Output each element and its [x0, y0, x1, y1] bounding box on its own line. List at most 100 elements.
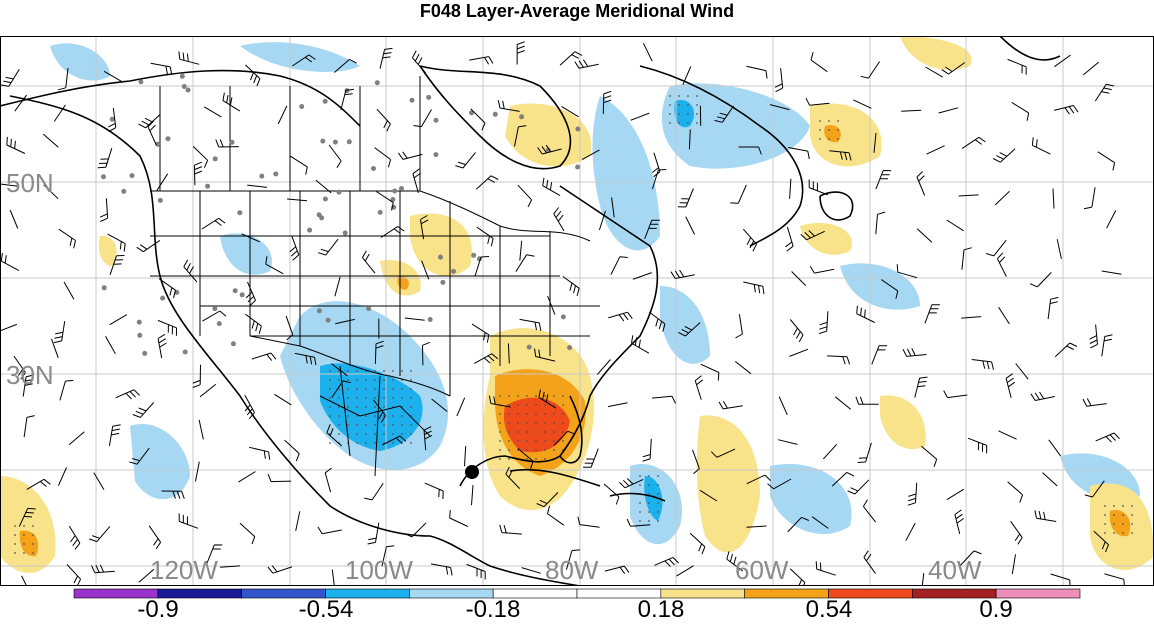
stipple-dot [410, 397, 412, 399]
stipple-dot [562, 404, 564, 406]
stipple-dot [562, 413, 564, 415]
stipple-dot [508, 449, 510, 451]
stipple-dot [32, 525, 34, 527]
stipple-dot [526, 458, 528, 460]
station-dot [121, 189, 126, 194]
stipple-dot [14, 543, 16, 545]
stipple-dot [374, 370, 376, 372]
stipple-dot [517, 422, 519, 424]
stipple-dot [392, 370, 394, 372]
stipple-dot [553, 404, 555, 406]
lon-label-120w: 120W [150, 555, 218, 586]
stipple-dot [499, 458, 501, 460]
stipple-dot [365, 415, 367, 417]
stipple-dot [1104, 523, 1106, 525]
station-dot [561, 314, 566, 319]
stipple-dot [696, 95, 698, 97]
stipple-dot [383, 388, 385, 390]
station-dot [130, 173, 135, 178]
stipple-dot [23, 552, 25, 554]
station-dot [323, 197, 328, 202]
stipple-dot [657, 484, 659, 486]
stipple-dot [338, 397, 340, 399]
stipple-dot [410, 424, 412, 426]
stipple-dot [338, 433, 340, 435]
station-dot [378, 210, 383, 215]
stipple-dot [837, 120, 839, 122]
stipple-dot [32, 543, 34, 545]
station-dot [326, 318, 331, 323]
stipple-dot [356, 388, 358, 390]
stipple-dot [819, 120, 821, 122]
stipple-dot [535, 422, 537, 424]
lon-label-40w: 40W [928, 555, 981, 586]
stipple-dot [14, 552, 16, 554]
stipple-dot [828, 129, 830, 131]
stipple-dot [1131, 514, 1133, 516]
stipple-dot [517, 395, 519, 397]
stipple-dot [14, 534, 16, 536]
stipple-dot [678, 122, 680, 124]
station-dot [451, 269, 456, 274]
stipple-dot [374, 424, 376, 426]
station-dot [166, 136, 171, 141]
station-dot [273, 172, 278, 177]
colorbar-label-m054: -0.54 [299, 596, 354, 624]
stipple-dot [365, 442, 367, 444]
stipple-dot [553, 449, 555, 451]
stipple-dot [535, 440, 537, 442]
stipple-dot [365, 379, 367, 381]
stipple-dot [365, 388, 367, 390]
lon-label-80w: 80W [545, 555, 598, 586]
stipple-dot [544, 431, 546, 433]
colorbar-label-09: 0.9 [979, 596, 1012, 624]
stipple-dot [374, 415, 376, 417]
stipple-dot [544, 440, 546, 442]
stipple-dot [648, 502, 650, 504]
stipple-dot [526, 449, 528, 451]
stipple-dot [383, 379, 385, 381]
stipple-dot [669, 95, 671, 97]
stipple-dot [23, 534, 25, 536]
stipple-dot [410, 379, 412, 381]
stipple-dot [365, 433, 367, 435]
stipple-dot [1122, 532, 1124, 534]
stipple-dot [648, 520, 650, 522]
stipple-dot [819, 129, 821, 131]
location-marker [465, 465, 479, 479]
stipple-dot [687, 113, 689, 115]
station-dot [337, 190, 342, 195]
stipple-dot [1104, 505, 1106, 507]
stipple-dot [508, 458, 510, 460]
stipple-dot [696, 113, 698, 115]
stipple-dot [639, 520, 641, 522]
stipple-dot [544, 395, 546, 397]
station-dot [101, 174, 106, 179]
stipple-dot [517, 440, 519, 442]
station-dot [575, 165, 580, 170]
colorbar-label-054: 0.54 [806, 596, 853, 624]
stipple-dot [517, 431, 519, 433]
station-dot [399, 186, 404, 191]
station-dot [343, 231, 348, 236]
stipple-dot [347, 397, 349, 399]
station-dot [237, 210, 242, 215]
stipple-dot [347, 415, 349, 417]
stipple-dot [392, 415, 394, 417]
station-dot [212, 306, 217, 311]
stipple-dot [553, 413, 555, 415]
station-dot [438, 255, 443, 260]
stipple-dot [383, 424, 385, 426]
stipple-dot [1113, 532, 1115, 534]
stipple-dot [544, 413, 546, 415]
stipple-dot [828, 120, 830, 122]
stipple-dot [508, 404, 510, 406]
stipple-dot [669, 122, 671, 124]
station-dot [233, 288, 238, 293]
stipple-dot [837, 138, 839, 140]
stipple-dot [499, 413, 501, 415]
station-dot [240, 292, 245, 297]
stipple-dot [347, 424, 349, 426]
stipple-dot [648, 484, 650, 486]
stipple-dot [329, 397, 331, 399]
